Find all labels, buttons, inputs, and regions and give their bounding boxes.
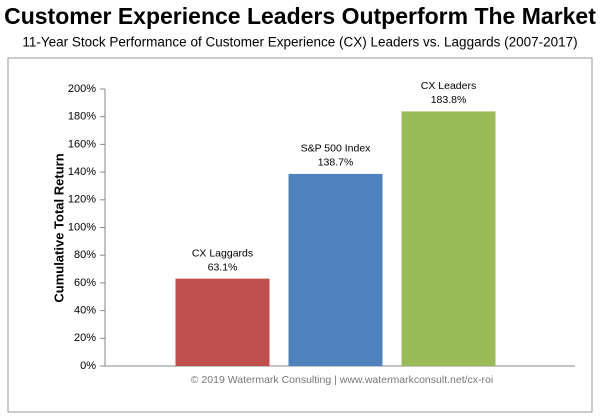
chart-frame [7,57,593,413]
y-tick-label: 200% [68,83,96,95]
value-label: 63.1% [208,261,238,273]
category-label: CX Leaders [421,80,476,92]
y-tick-label: 140% [68,166,96,178]
value-label: 138.7% [318,157,354,169]
y-tick-label: 100% [68,221,96,233]
bar [288,173,383,366]
value-label: 183.8% [431,94,467,106]
chart-subtitle: 11-Year Stock Performance of Customer Ex… [22,35,577,50]
y-tick-label: 180% [68,111,96,123]
category-label: CX Laggards [192,247,253,259]
y-axis-title: Cumulative Total Return [51,153,66,302]
bar [401,111,496,366]
y-tick-label: 160% [68,138,96,150]
footnote: © 2019 Watermark Consulting | www.waterm… [191,374,493,386]
chart-title: Customer Experience Leaders Outperform T… [4,3,596,29]
y-tick-label: 60% [74,277,96,289]
y-tick-label: 20% [74,332,96,344]
y-tick-label: 120% [68,194,96,206]
y-tick-label: 0% [80,360,96,372]
y-tick-label: 80% [74,249,96,261]
category-label: S&P 500 Index [301,143,372,155]
bar [175,278,270,366]
y-tick-label: 40% [74,305,96,317]
